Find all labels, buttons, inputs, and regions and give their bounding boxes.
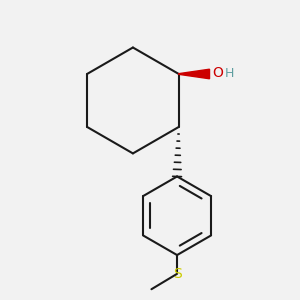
Polygon shape — [179, 69, 209, 79]
Text: O: O — [212, 66, 223, 80]
Text: H: H — [225, 67, 234, 80]
Text: S: S — [173, 267, 182, 281]
